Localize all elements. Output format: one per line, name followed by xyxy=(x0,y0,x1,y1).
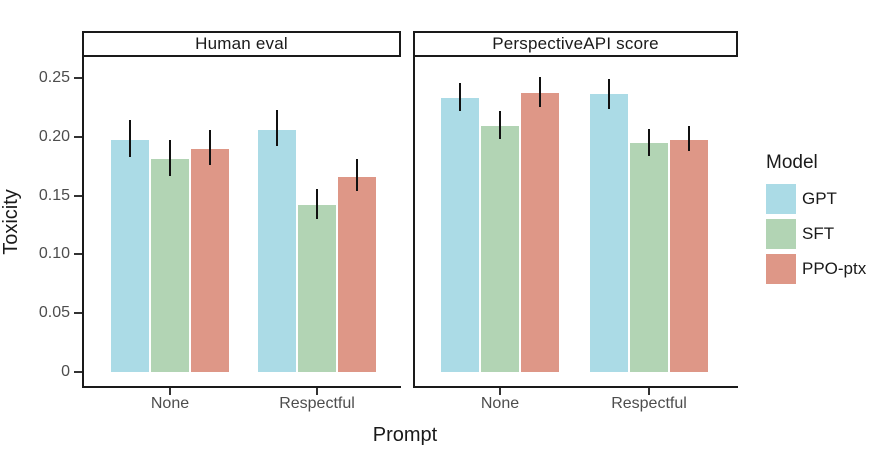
bar-ppo-ptx-none xyxy=(521,93,559,372)
facet-strip: Human eval xyxy=(82,31,401,57)
error-bar xyxy=(608,79,610,109)
error-bar xyxy=(276,109,278,147)
bar-ppo-ptx-respectful xyxy=(670,140,708,372)
facet-panel xyxy=(413,57,738,388)
bar-sft-respectful xyxy=(630,142,668,372)
error-bar xyxy=(316,188,318,220)
bar-gpt-none xyxy=(441,97,479,372)
error-bar xyxy=(169,140,171,176)
x-axis-tick-label: Respectful xyxy=(279,395,355,412)
y-axis-tick xyxy=(74,194,82,197)
y-axis-tick-label: 0.10 xyxy=(38,245,70,263)
error-bar xyxy=(459,82,461,111)
error-bar xyxy=(209,129,211,165)
legend-item-gpt: GPT xyxy=(766,184,879,214)
y-axis-tick-label: 0 xyxy=(61,363,70,380)
bar-ppo-ptx-respectful xyxy=(338,176,376,372)
legend-item-ppo-ptx: PPO-ptx xyxy=(766,254,879,284)
x-axis-tick-label: Respectful xyxy=(611,395,687,412)
x-axis-tick-label: None xyxy=(150,395,190,412)
y-axis-tick-label: 0.05 xyxy=(38,304,70,322)
x-axis-title: Prompt xyxy=(372,424,438,446)
sft-swatch-icon xyxy=(766,219,796,249)
y-axis-tick xyxy=(74,77,82,79)
bar-sft-none xyxy=(151,159,189,372)
legend-label-sft: SFT xyxy=(802,224,835,243)
legend-label-gpt: GPT xyxy=(802,189,837,208)
bar-sft-none xyxy=(481,126,519,372)
y-axis-tick xyxy=(74,371,82,373)
error-bar xyxy=(539,76,541,108)
error-bar xyxy=(688,126,690,151)
y-axis-tick xyxy=(74,253,82,256)
x-axis-tick xyxy=(316,388,318,395)
legend-item-sft: SFT xyxy=(766,219,879,249)
error-bar xyxy=(129,120,131,157)
x-axis-tick xyxy=(169,388,171,395)
bar-gpt-none xyxy=(111,140,149,372)
y-axis-tick xyxy=(74,135,82,138)
bar-sft-respectful xyxy=(298,205,336,372)
bar-gpt-respectful xyxy=(258,129,296,372)
bar-gpt-respectful xyxy=(590,94,628,372)
bar-ppo-ptx-none xyxy=(191,148,229,372)
facet-strip: PerspectiveAPI score xyxy=(413,31,738,57)
y-axis-tick xyxy=(74,312,82,315)
error-bar xyxy=(356,159,358,191)
error-bar xyxy=(648,128,650,156)
y-axis-title: Toxicity xyxy=(0,189,22,255)
y-axis-tick-label: 0.20 xyxy=(38,127,70,145)
y-axis-tick-label: 0.25 xyxy=(38,69,70,86)
legend-title: Model xyxy=(766,152,818,173)
y-axis-tick-label: 0.15 xyxy=(38,186,70,204)
legend: Model GPT SFT PPO-ptx xyxy=(760,152,879,289)
ppo-ptx-swatch-icon xyxy=(766,254,796,284)
error-bar xyxy=(499,110,501,140)
x-axis-tick-label: None xyxy=(480,395,520,412)
legend-label-ppo-ptx: PPO-ptx xyxy=(802,259,867,278)
x-axis-tick xyxy=(648,388,650,395)
gpt-swatch-icon xyxy=(766,184,796,214)
x-axis-tick xyxy=(499,388,501,395)
facet-panel xyxy=(82,57,401,388)
